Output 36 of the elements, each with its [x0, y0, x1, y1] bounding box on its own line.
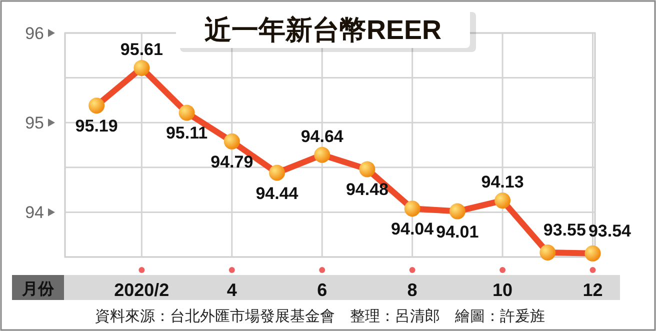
data-label: 94.04: [391, 220, 434, 239]
data-label: 94.79: [210, 152, 254, 172]
x-tick-label: 4: [226, 280, 237, 300]
x-tick-label: 10: [492, 280, 513, 300]
x-tick-label: 12: [582, 280, 603, 300]
point: [224, 133, 240, 150]
data-label: 95.61: [120, 40, 163, 59]
data-label: 93.55: [543, 220, 586, 240]
point: [314, 146, 330, 163]
y-tick-label: 94: [25, 203, 44, 222]
data-label: 95.11: [166, 124, 208, 143]
point: [269, 164, 285, 181]
data-label: 94.44: [256, 184, 299, 203]
data-label: 94.01: [436, 222, 479, 242]
source-note: 資料來源：台北外匯市場發展基金會 整理：呂清郎 繪圖：許爰旌: [95, 308, 545, 325]
point: [134, 60, 150, 76]
data-label: 93.54: [588, 221, 632, 240]
data-label: 95.19: [75, 116, 118, 136]
x-axis-title: 月份: [21, 280, 55, 298]
x-tick-label: 8: [407, 280, 418, 300]
y-tick-label: 95: [25, 114, 44, 133]
x-tick-label: 6: [317, 280, 328, 300]
point: [178, 104, 195, 121]
point: [404, 200, 420, 217]
y-tick-label: 96: [25, 24, 44, 43]
point: [540, 244, 556, 261]
data-label: 94.64: [300, 126, 344, 146]
point: [494, 192, 511, 209]
data-label: 94.13: [481, 172, 524, 192]
point: [584, 245, 601, 262]
x-tick-label: 2020/2: [114, 280, 170, 300]
data-label: 94.48: [346, 180, 388, 200]
point: [359, 161, 376, 178]
point: [449, 203, 466, 220]
chart-title: 近一年新台幣REER: [204, 15, 442, 45]
point: [88, 98, 105, 114]
